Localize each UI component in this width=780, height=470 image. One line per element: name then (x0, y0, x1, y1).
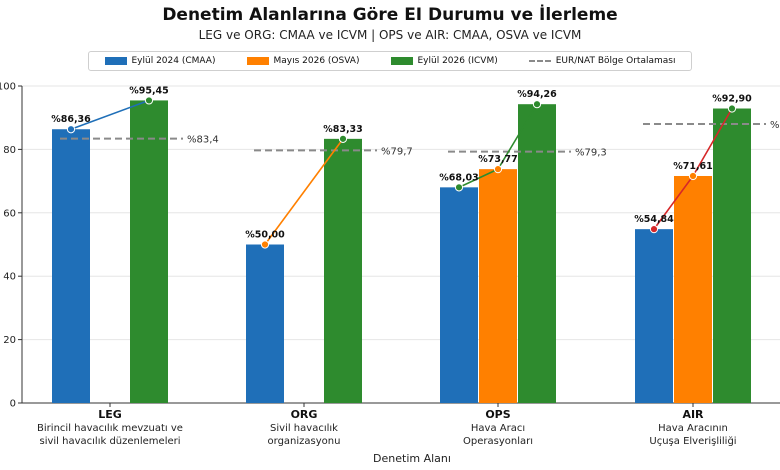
value-label-air-series-1: %71,61 (673, 161, 713, 172)
x-category-desc-line1: Sivil havacılık (270, 423, 338, 434)
legend-swatch-cmaa (104, 57, 127, 65)
y-tick-label: 80 (3, 145, 16, 156)
x-category-desc-line2: Uçuşa Elverişliliği (649, 435, 736, 447)
value-label-air-series-0: %54,84 (634, 214, 674, 225)
x-category-desc-line2: Operasyonları (463, 436, 533, 447)
legend-item-cmaa: Eylül 2024 (CMAA) (104, 56, 216, 66)
bar-air-series-1 (674, 175, 712, 403)
legend-label-cmaa: Eylül 2024 (CMAA) (131, 56, 216, 66)
y-tick-label: 0 (10, 399, 16, 410)
legend-swatch-average (528, 60, 551, 62)
y-tick-label: 40 (3, 272, 16, 283)
progress-line-org (264, 138, 344, 245)
x-category-desc-line1: Birincil havacılık mevzuatı ve (37, 423, 183, 434)
value-label-air-series-2: %92,90 (712, 94, 752, 105)
bar-ops-series-1 (479, 169, 517, 403)
legend-item-icvm: Eylül 2026 (ICVM) (390, 56, 498, 66)
x-category-code: LEG (98, 408, 122, 421)
average-label-org: %79,7 (381, 146, 413, 157)
legend-label-osva: Mayıs 2026 (OSVA) (273, 56, 360, 66)
value-label-ops-series-0: %68,03 (439, 172, 479, 183)
value-marker-air-series-2 (727, 104, 737, 113)
x-category-desc-line1: Hava Aracının (658, 423, 728, 434)
average-label-air: %8 (770, 120, 780, 131)
average-label-leg: %83,4 (187, 135, 219, 146)
value-marker-leg-series-0 (66, 125, 76, 134)
value-marker-org-series-2 (338, 134, 348, 143)
value-label-ops-series-2: %94,26 (517, 89, 557, 100)
value-marker-air-series-1 (688, 171, 698, 181)
value-marker-air-series-0 (649, 225, 659, 234)
bar-org-series-0 (246, 244, 284, 403)
bar-ops-series-0 (440, 187, 478, 403)
bar-air-series-2 (713, 108, 751, 403)
bar-leg-series-0 (52, 129, 90, 403)
value-label-org-series-0: %50,00 (245, 230, 285, 241)
y-tick-label: 20 (3, 335, 16, 346)
legend-item-osva: Mayıs 2026 (OSVA) (246, 56, 360, 66)
bar-leg-series-2 (130, 100, 168, 404)
chart-title: Denetim Alanlarına Göre EI Durumu ve İle… (162, 5, 618, 25)
x-axis-title: Denetim Alanı (373, 452, 451, 465)
y-tick-label: 60 (3, 208, 16, 219)
y-tick-label: 100 (0, 82, 16, 93)
value-marker-ops-series-2 (532, 100, 542, 109)
x-category-desc-line2: sivil havacılık düzenlemeleri (39, 436, 180, 447)
average-label-ops: %79,3 (575, 148, 607, 159)
legend-swatch-osva (246, 57, 269, 65)
value-label-ops-series-1: %73,77 (478, 154, 518, 165)
value-marker-leg-series-2 (144, 96, 154, 105)
legend-item-average: EUR/NAT Bölge Ortalaması (528, 56, 676, 66)
legend-label-icvm: Eylül 2026 (ICVM) (417, 56, 498, 66)
chart-legend: Eylül 2024 (CMAA) Mayıs 2026 (OSVA) Eylü… (88, 51, 692, 71)
value-marker-ops-series-0 (454, 183, 464, 192)
value-label-leg-series-0: %86,36 (51, 114, 91, 125)
x-category-desc-line1: Hava Aracı (471, 423, 525, 434)
value-label-leg-series-2: %95,45 (129, 85, 169, 96)
x-category-code: OPS (485, 408, 510, 421)
bar-ops-series-2 (518, 104, 556, 403)
value-label-org-series-2: %83,33 (323, 124, 363, 135)
bar-org-series-2 (324, 138, 362, 403)
value-marker-org-series-0 (260, 240, 270, 249)
x-category-code: ORG (291, 408, 318, 421)
bar-air-series-0 (635, 229, 673, 403)
chart-subtitle: LEG ve ORG: CMAA ve ICVM | OPS ve AIR: C… (198, 28, 582, 42)
value-marker-ops-series-1 (493, 165, 503, 174)
x-category-code: AIR (682, 408, 704, 421)
legend-swatch-icvm (390, 57, 413, 65)
legend-label-average: EUR/NAT Bölge Ortalaması (555, 56, 676, 66)
x-category-desc-line2: organizasyonu (268, 436, 341, 447)
progress-line-leg (70, 99, 150, 130)
